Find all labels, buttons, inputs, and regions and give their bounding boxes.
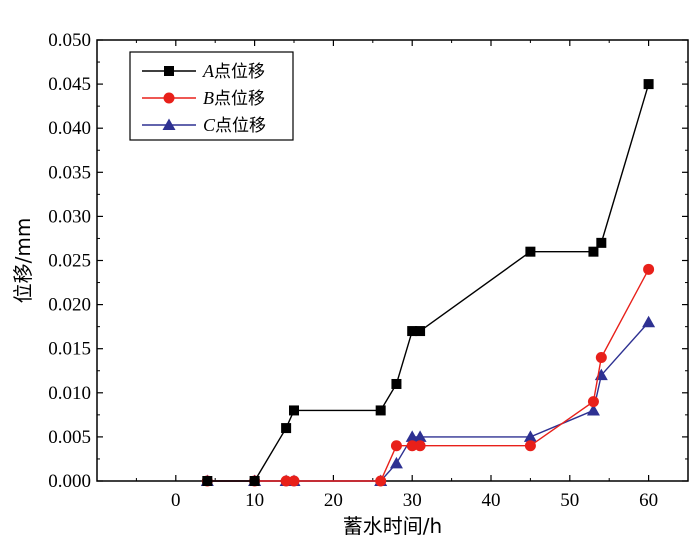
y-tick-label: 0.025	[48, 251, 91, 272]
series-C	[200, 315, 656, 486]
y-tick-label: 0.010	[48, 383, 91, 404]
data-point-A	[375, 405, 386, 416]
y-tick-label: 0.020	[48, 295, 91, 316]
y-tick-label: 0.015	[48, 339, 91, 360]
series-line-C	[207, 321, 650, 482]
legend-label-letter: A	[202, 61, 215, 81]
series-line-A	[207, 83, 650, 482]
data-point-B	[414, 440, 426, 452]
legend-marker	[162, 118, 176, 130]
data-point-B	[375, 475, 387, 487]
data-point-B	[587, 396, 599, 408]
x-tick-label: 10	[245, 490, 264, 511]
series-B	[201, 263, 655, 487]
data-point-A	[588, 246, 599, 257]
legend-label: C点位移	[203, 115, 266, 136]
legend-label-text: 点位移	[214, 89, 265, 109]
legend-label: B点位移	[203, 88, 265, 109]
data-point-A	[643, 79, 654, 90]
data-point-B	[643, 263, 655, 275]
y-tick-label: 0.040	[48, 118, 91, 139]
series-layer	[200, 79, 656, 487]
legend-label-letter: C	[203, 115, 216, 135]
data-point-B	[524, 440, 536, 452]
legend-item-C: C点位移	[142, 115, 266, 136]
data-point-A	[289, 405, 299, 416]
data-point-B	[595, 352, 607, 364]
y-tick-label: 0.035	[48, 162, 91, 183]
data-point-C	[642, 315, 656, 328]
legend-marker	[163, 92, 175, 104]
y-tick-label: 0.000	[48, 471, 91, 492]
data-point-A	[415, 326, 426, 337]
y-axis-title: 位移/mm	[11, 218, 35, 304]
x-tick-label: 20	[324, 490, 343, 511]
data-point-C	[389, 456, 403, 469]
y-axis: 0.000 0.005 0.010 0.015 0.020 0.025 0.030 0.035…	[48, 30, 688, 492]
y-tick-label: 0.030	[48, 206, 91, 227]
y-tick-label: 0.045	[48, 74, 91, 95]
data-point-B	[390, 440, 402, 452]
series-A	[202, 79, 654, 486]
x-axis-title: 蓄水时间/h	[343, 514, 442, 538]
data-point-C	[586, 403, 600, 416]
x-axis: 0 10 20 30 40 50 60	[135, 40, 689, 511]
x-tick-label: 30	[403, 490, 422, 511]
data-point-C	[413, 430, 427, 442]
data-point-A	[249, 476, 260, 486]
x-tick-label: 50	[560, 490, 579, 511]
data-point-B	[280, 475, 292, 487]
legend-item-B: B点位移	[142, 88, 265, 109]
x-tick-label: 60	[639, 490, 658, 511]
legend-item-A: A点位移	[142, 61, 265, 82]
data-point-B	[288, 475, 300, 487]
legend-label-text: 点位移	[215, 116, 266, 136]
y-tick-label: 0.050	[48, 30, 91, 51]
data-point-A	[407, 326, 418, 337]
data-point-A	[525, 246, 536, 257]
legend-label-text: 点位移	[214, 62, 265, 82]
legend-label: A点位移	[202, 61, 265, 82]
legend-label-letter: B	[203, 88, 214, 108]
data-point-A	[281, 423, 292, 434]
legend-marker	[164, 66, 174, 76]
data-point-B	[406, 440, 418, 452]
data-point-A	[202, 476, 213, 486]
data-point-C	[523, 430, 537, 442]
y-tick-label: 0.005	[48, 427, 91, 448]
x-tick-label: 40	[482, 490, 501, 511]
x-tick-label: 0	[171, 490, 181, 511]
data-point-A	[596, 237, 607, 248]
data-point-A	[391, 378, 402, 389]
